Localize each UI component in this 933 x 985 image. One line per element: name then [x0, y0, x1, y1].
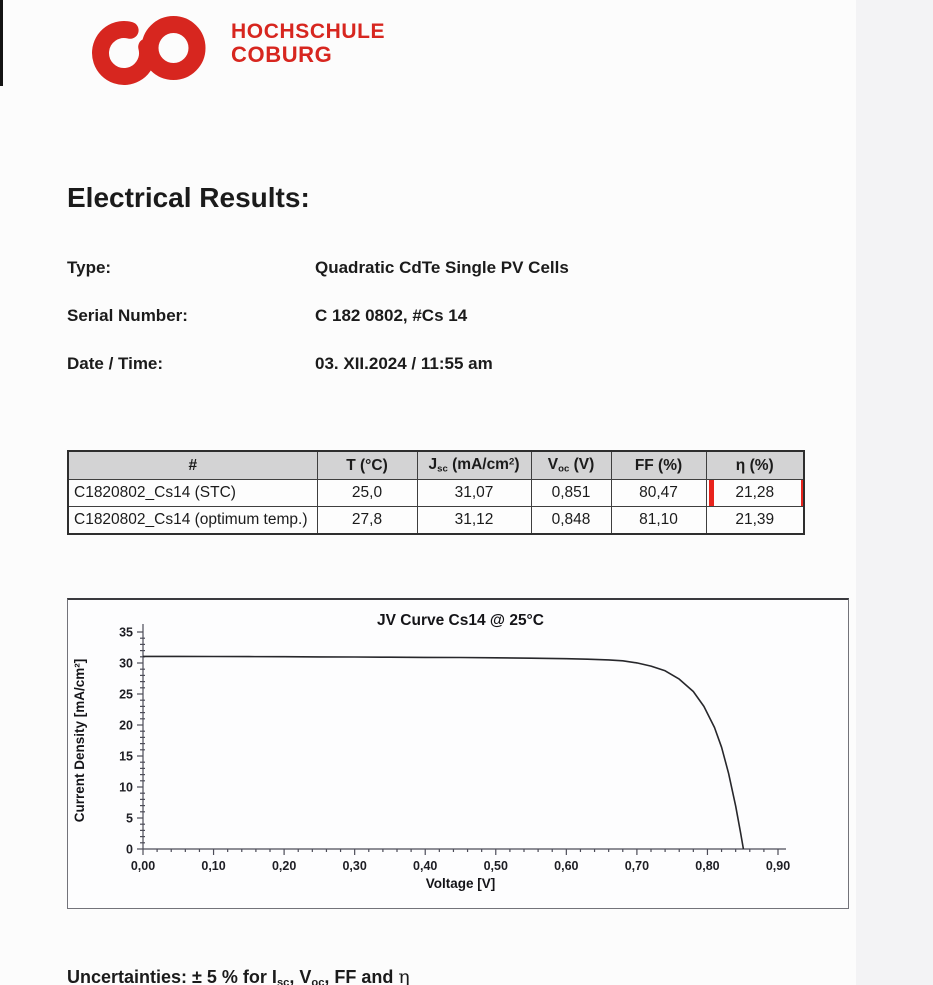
- cell-name: C1820802_Cs14 (STC): [67, 479, 318, 507]
- svg-text:5: 5: [126, 812, 133, 826]
- coburg-co-logo-icon: [92, 16, 206, 85]
- svg-text:0,00: 0,00: [131, 859, 155, 873]
- serial-value: C 182 0802, #Cs 14: [315, 306, 468, 325]
- type-label: Type:: [67, 258, 112, 277]
- page-title: Electrical Results:: [67, 182, 310, 213]
- logo-line-coburg: COBURG: [231, 42, 333, 67]
- datetime-label: Date / Time:: [67, 354, 164, 373]
- metadata-block: Type: Quadratic CdTe Single PV Cells Ser…: [67, 258, 569, 374]
- header-id: #: [67, 450, 318, 480]
- svg-text:35: 35: [119, 626, 133, 640]
- svg-text:0,70: 0,70: [625, 859, 649, 873]
- results-table: # T (°C) Jsc (mA/cm2) Voc (V) FF (%) η (…: [67, 450, 805, 535]
- cell-ff: 80,47: [610, 479, 707, 507]
- svg-text:Current Density [mA/cm²]: Current Density [mA/cm²]: [72, 659, 87, 823]
- datetime-value: 03. XII.2024 / 11:55 am: [315, 354, 493, 373]
- table-row-stc: C1820802_Cs14 (STC) 25,0 31,07 0,851 80,…: [67, 479, 805, 507]
- logo-line-hochschule: HOCHSCHULE: [231, 20, 386, 43]
- header-ff: FF (%): [610, 450, 707, 480]
- cell-jsc: 31,07: [416, 479, 532, 507]
- jv-curve-chart: 0,00 0,10 0,20 0,30 0,40 0,50 0,60 0,70 0,80 0,90…: [72, 612, 790, 891]
- svg-text:15: 15: [119, 750, 133, 764]
- cell-name: C1820802_Cs14 (optimum temp.): [67, 506, 318, 535]
- jv-curve-chart-frame: 0,00 0,10 0,20 0,30 0,40 0,50 0,60 0,70 0,80 0,90…: [67, 598, 849, 909]
- svg-text:10: 10: [119, 781, 133, 795]
- table-header-row: # T (°C) Jsc (mA/cm2) Voc (V) FF (%) η (…: [67, 450, 805, 480]
- header-eta: η (%): [705, 450, 805, 480]
- table-row-optimum-temp: C1820802_Cs14 (optimum temp.) 27,8 31,12…: [67, 506, 805, 535]
- cell-eta: 21,39: [705, 506, 805, 535]
- cell-eta-highlighted: 21,28: [705, 479, 805, 507]
- svg-text:20: 20: [119, 719, 133, 733]
- cell-temperature: 25,0: [316, 479, 418, 507]
- svg-text:0: 0: [126, 843, 133, 857]
- hochschule-coburg-logo: HOCHSCHULE COBURG: [86, 8, 466, 88]
- uncertainties-note: Uncertainties: ± 5 % for Isc, Voc, FF an…: [67, 966, 410, 985]
- svg-text:Voltage [V]: Voltage [V]: [426, 876, 496, 891]
- cell-ff: 81,10: [610, 506, 707, 535]
- svg-text:25: 25: [119, 688, 133, 702]
- svg-text:0,10: 0,10: [201, 859, 225, 873]
- svg-text:30: 30: [119, 657, 133, 671]
- eta-symbol: η: [398, 966, 410, 985]
- header-jsc: Jsc (mA/cm2): [416, 450, 532, 480]
- svg-text:0,50: 0,50: [484, 859, 508, 873]
- svg-text:0,80: 0,80: [695, 859, 719, 873]
- type-value: Quadratic CdTe Single PV Cells: [315, 258, 569, 277]
- svg-text:0,40: 0,40: [413, 859, 437, 873]
- header-temperature: T (°C): [316, 450, 418, 480]
- cell-voc: 0,848: [530, 506, 612, 535]
- cell-voc: 0,851: [530, 479, 612, 507]
- svg-text:0,60: 0,60: [554, 859, 578, 873]
- svg-text:JV Curve Cs14 @ 25°C: JV Curve Cs14 @ 25°C: [377, 612, 544, 629]
- scan-page-edge: [856, 0, 933, 985]
- header-voc: Voc (V): [530, 450, 612, 480]
- svg-text:0,30: 0,30: [342, 859, 366, 873]
- logo-wordmark: HOCHSCHULE COBURG: [231, 21, 385, 66]
- svg-text:0,20: 0,20: [272, 859, 296, 873]
- svg-text:0,90: 0,90: [766, 859, 790, 873]
- cell-temperature: 27,8: [316, 506, 418, 535]
- cell-jsc: 31,12: [416, 506, 532, 535]
- scan-edge-artifact: [0, 0, 3, 86]
- serial-label: Serial Number:: [67, 306, 188, 325]
